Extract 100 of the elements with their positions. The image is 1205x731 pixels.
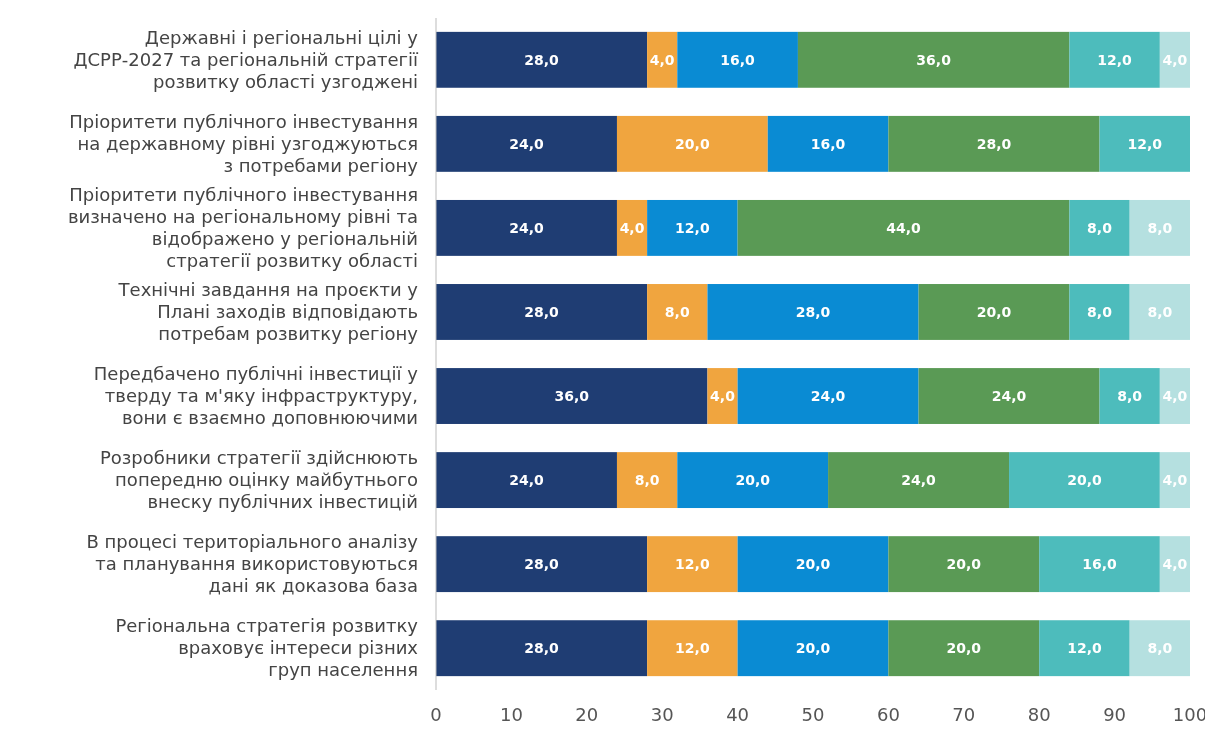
bar: [647, 284, 708, 340]
data-label: 20,0: [1067, 471, 1102, 488]
data-label: 36,0: [916, 51, 952, 68]
x-tick-label: 60: [876, 704, 900, 725]
data-label: 24,0: [509, 219, 545, 236]
bar: [436, 31, 648, 88]
bar: [1159, 536, 1190, 593]
data-label: 28,0: [524, 640, 560, 657]
x-tick-label: 80: [1027, 704, 1051, 725]
data-label: 20,0: [735, 471, 771, 488]
data-label: 16,0: [720, 51, 756, 68]
x-tick-label: 40: [726, 704, 750, 725]
bar: [1039, 536, 1160, 593]
x-tick-label: 50: [801, 704, 825, 725]
bar: [1159, 452, 1190, 509]
bar: [737, 199, 1070, 256]
bar: [1069, 199, 1130, 256]
data-label: 8,0: [664, 303, 690, 320]
bar: [918, 284, 1070, 340]
data-label: 12,0: [675, 640, 710, 657]
data-label: 8,0: [1147, 303, 1173, 320]
data-label: 24,0: [509, 135, 545, 152]
bar: [1099, 115, 1190, 172]
data-label: 36,0: [554, 387, 590, 404]
data-label: 28,0: [524, 303, 560, 320]
bar: [436, 452, 617, 509]
bar: [1159, 368, 1190, 424]
bar: [616, 452, 678, 509]
x-tick-label: 0: [430, 704, 442, 725]
bar: [918, 368, 1100, 424]
bar: [1099, 368, 1160, 424]
bar: [888, 536, 1040, 593]
data-label: 4,0: [1162, 51, 1188, 68]
y-tick-label: Передбачено публічні інвестиції у тверду та м'яку інфраструктуру, вони є взаємно доповнюючими: [93, 363, 419, 429]
data-label: 20,0: [795, 556, 831, 573]
x-tick-label: 10: [499, 704, 523, 725]
data-label: 12,0: [675, 219, 710, 236]
data-label: 8,0: [1087, 219, 1113, 236]
bar: [888, 620, 1040, 677]
bar: [1009, 452, 1160, 509]
y-tick-label: В процесі територіального аналізу та планування використовуються дані як доказова база: [86, 531, 419, 597]
data-label: 16,0: [1082, 556, 1118, 573]
x-tick-label: 30: [650, 704, 674, 725]
bar: [707, 368, 738, 424]
data-label: 12,0: [1097, 51, 1133, 68]
bar: [647, 199, 738, 256]
x-tick-label: 20: [575, 704, 599, 725]
data-label: 4,0: [649, 51, 675, 68]
data-label: 28,0: [976, 135, 1012, 152]
data-label: 4,0: [619, 219, 645, 236]
y-tick-label: Пріоритети публічного інвестування визначено на регіональному рівні та відображено у регіональній стратегії розвитку області: [67, 184, 418, 272]
bar: [1039, 620, 1130, 677]
bar: [436, 284, 648, 340]
y-tick-label: Пріоритети публічного інвестування на державному рівні узгоджуються з потребами регіону: [69, 111, 419, 177]
data-label: 24,0: [991, 387, 1027, 404]
bar: [616, 115, 768, 172]
data-label: 20,0: [675, 135, 710, 152]
bar: [436, 368, 708, 424]
data-label: 20,0: [795, 640, 831, 657]
bar: [828, 452, 1010, 509]
data-label: 24,0: [810, 387, 846, 404]
bar: [677, 452, 829, 509]
bar: [436, 199, 617, 256]
bar: [616, 199, 648, 256]
bar: [1069, 284, 1130, 340]
bar: [647, 31, 678, 88]
bar: [1129, 199, 1190, 256]
bar: [1159, 31, 1190, 88]
bar: [677, 31, 798, 88]
bar: [767, 115, 889, 172]
data-label: 4,0: [1162, 387, 1188, 404]
data-label: 28,0: [524, 51, 560, 68]
bar: [1129, 284, 1190, 340]
y-tick-label: Державні і регіональні цілі у ДСРР-2027 та регіональній стратегії розвитку області узгоджені: [73, 27, 419, 93]
y-tick-label: Технічні завдання на проєкти у Плані заходів відповідають потребам розвитку регіону: [117, 279, 419, 345]
bar: [1129, 620, 1190, 677]
x-tick-label: 90: [1103, 704, 1127, 725]
data-label: 16,0: [810, 135, 846, 152]
data-label: 4,0: [1162, 471, 1188, 488]
bar: [737, 620, 889, 677]
data-label: 8,0: [1087, 303, 1113, 320]
data-label: 8,0: [1147, 640, 1173, 657]
data-label: 20,0: [946, 640, 982, 657]
data-label: 20,0: [946, 556, 982, 573]
data-label: 8,0: [1117, 387, 1143, 404]
bar: [1069, 31, 1160, 88]
data-label: 12,0: [1067, 640, 1102, 657]
bar: [647, 536, 738, 593]
data-label: 24,0: [509, 471, 545, 488]
bar: [436, 620, 648, 677]
data-label: 28,0: [795, 303, 831, 320]
data-label: 4,0: [710, 387, 736, 404]
bar: [737, 368, 919, 424]
data-label: 8,0: [634, 471, 660, 488]
bar: [647, 620, 738, 677]
y-tick-label: Розробники стратегії здійснюють попередню оцінку майбутнього внеску публічних інвестицій: [99, 447, 418, 513]
x-tick-label: 70: [952, 704, 976, 725]
data-label: 20,0: [976, 303, 1012, 320]
data-label: 44,0: [886, 219, 922, 236]
data-label: 12,0: [1127, 135, 1163, 152]
